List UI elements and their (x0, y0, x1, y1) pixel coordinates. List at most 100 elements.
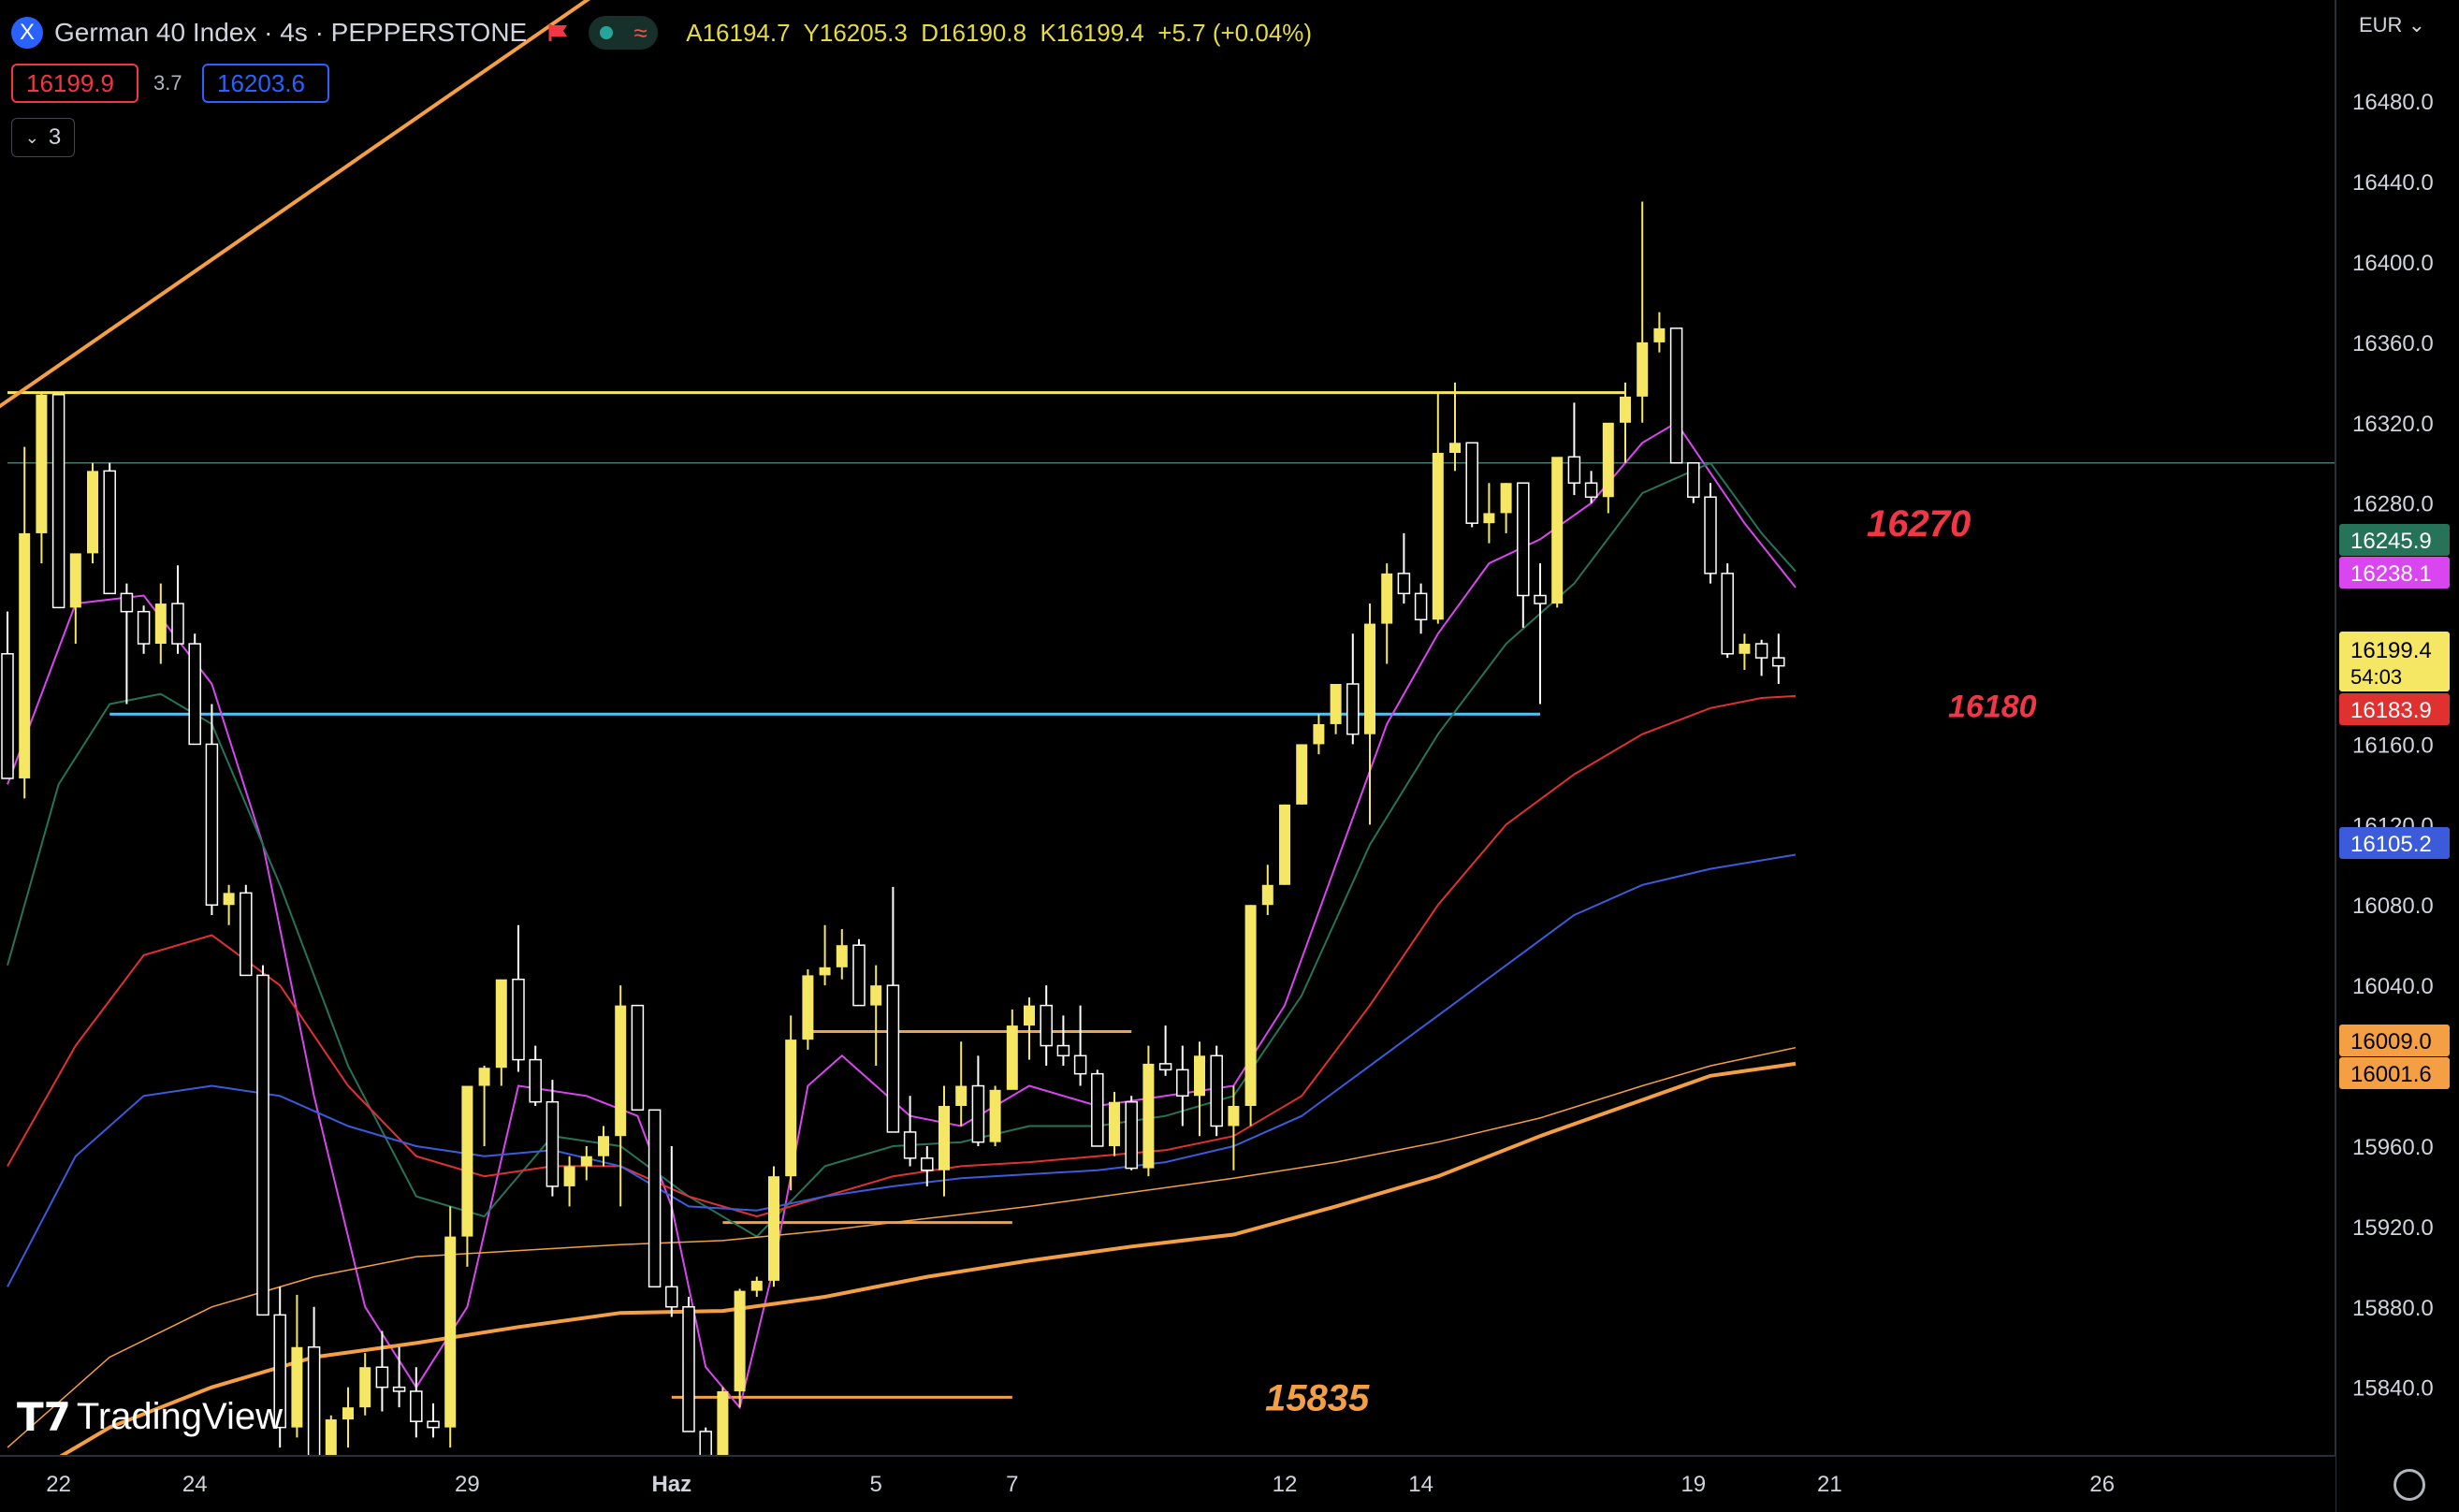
tradingview-watermark: 𝗧𝟳 TradingView (17, 1394, 283, 1440)
price-label-bg (2339, 693, 2450, 725)
candle (870, 965, 882, 1067)
candle (171, 565, 184, 654)
candle-body (870, 985, 882, 1006)
indicators-toggle[interactable]: ⌄ 3 (11, 118, 75, 157)
candle-body (819, 967, 831, 976)
candle (1142, 1045, 1155, 1177)
candle-body (971, 1084, 985, 1143)
candle-body (1142, 1063, 1155, 1169)
candle (427, 1403, 440, 1438)
candles-group (1, 201, 1785, 1472)
candle-body (529, 1058, 542, 1103)
candle-body (427, 1420, 440, 1429)
candle-body (410, 1390, 423, 1422)
candle (1432, 392, 1444, 624)
candle (921, 1145, 934, 1186)
candle (1, 611, 14, 779)
candle (120, 583, 134, 705)
candle (1653, 312, 1666, 353)
candle-body (1158, 1063, 1172, 1071)
candle (1176, 1045, 1189, 1127)
candle-body (1551, 457, 1564, 604)
moving-average-ema-green (7, 461, 1797, 1238)
candle (87, 462, 98, 564)
candle-body (1040, 1004, 1053, 1047)
y-tick-label: 15960.0 (2352, 1135, 2434, 1160)
candle (1397, 532, 1411, 604)
candle (682, 1297, 695, 1432)
candle-body (36, 394, 48, 533)
sell-price-button[interactable]: 16199.9 (11, 64, 138, 103)
candle (631, 1004, 645, 1112)
candle (785, 1015, 797, 1191)
candle-body (699, 1431, 712, 1457)
candle-body (1704, 496, 1717, 574)
x-tick-label: 24 (182, 1472, 208, 1497)
moving-average-ema-blue (7, 853, 1797, 1287)
candle-body (546, 1100, 560, 1187)
tradingview-logo-icon: 𝗧𝟳 (17, 1395, 71, 1439)
candle (598, 1126, 609, 1167)
chart-header: X German 40 Index · 4s · PEPPERSTONE ≈ A… (0, 0, 1312, 65)
candle (291, 1294, 303, 1438)
candle-body (359, 1367, 371, 1408)
currency-selector[interactable]: EUR ⌄ (2359, 13, 2425, 37)
time-axis-bg (0, 1456, 2335, 1512)
candle-body (1653, 327, 1666, 342)
candle (240, 884, 253, 977)
candle (256, 965, 269, 1316)
y-tick-label: 16320.0 (2352, 412, 2434, 437)
candle (342, 1387, 354, 1448)
candle (359, 1353, 371, 1416)
candle-body (342, 1407, 354, 1420)
buy-price-button[interactable]: 16203.6 (202, 64, 329, 103)
candle-body (1330, 683, 1342, 724)
candle-body (921, 1157, 934, 1171)
y-tick-label: 16160.0 (2352, 733, 2434, 758)
price-label: 16105.2 (2350, 832, 2432, 857)
candle-body (1721, 573, 1734, 655)
moving-average-ema-orange-thin (7, 1046, 1797, 1448)
candle-body (444, 1236, 457, 1428)
candle-body (1414, 592, 1428, 621)
candle-body (717, 1390, 729, 1456)
y-tick-label: 16280.0 (2352, 492, 2434, 517)
candle-body (615, 1005, 627, 1137)
candle-body (1534, 594, 1547, 604)
candle (1346, 633, 1360, 745)
symbol-logo-icon[interactable]: X (11, 17, 43, 49)
candle (1024, 997, 1035, 1060)
candle (1567, 402, 1581, 496)
market-status-pill[interactable]: ≈ (589, 16, 659, 50)
candle-body (171, 603, 184, 645)
candle-body (1091, 1072, 1104, 1147)
candle-body (19, 532, 31, 778)
annotation-16270: 16270 (1867, 503, 1971, 545)
watermark-text: TradingView (76, 1396, 283, 1437)
symbol-title[interactable]: German 40 Index · 4s · PEPPERSTONE (54, 18, 528, 47)
candle-body (647, 1109, 662, 1288)
price-label-bg (2339, 524, 2450, 556)
x-tick-label: 22 (46, 1472, 71, 1497)
candle (1056, 1015, 1070, 1067)
price-label-bg (2339, 557, 2450, 589)
moving-average-ema-magenta (7, 421, 1797, 1410)
x-tick-label: 12 (1273, 1472, 1298, 1497)
x-tick-label: 21 (1817, 1472, 1842, 1497)
flag-icon[interactable] (547, 23, 570, 42)
candle (1364, 603, 1375, 825)
candle-body (1397, 573, 1411, 595)
candle (1669, 327, 1683, 464)
candle-body (240, 892, 253, 977)
settings-gear-icon[interactable] (2394, 1469, 2425, 1501)
candle (1091, 1069, 1104, 1147)
x-tick-label: 19 (1681, 1472, 1706, 1497)
candle-body (223, 893, 235, 906)
x-tick-label: 7 (1006, 1472, 1018, 1497)
candle-body (938, 1106, 950, 1170)
candle-body (563, 1166, 575, 1186)
currency-label: EUR (2358, 13, 2403, 36)
candle-body (768, 1176, 779, 1281)
candle (1313, 714, 1325, 755)
